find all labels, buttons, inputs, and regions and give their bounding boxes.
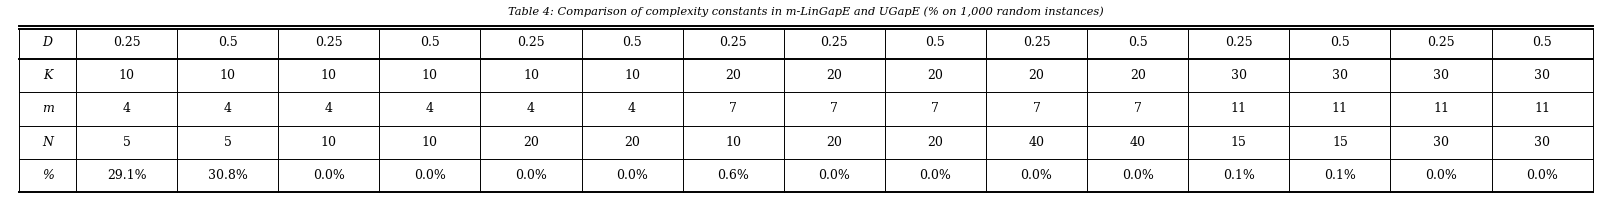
Text: 4: 4 bbox=[426, 102, 434, 115]
Text: 5: 5 bbox=[123, 136, 131, 149]
Text: 0.1%: 0.1% bbox=[1323, 169, 1356, 182]
Text: 30: 30 bbox=[1535, 136, 1551, 149]
Text: 4: 4 bbox=[629, 102, 637, 115]
Text: 10: 10 bbox=[119, 69, 134, 82]
Text: 15: 15 bbox=[1232, 136, 1246, 149]
Text: 7: 7 bbox=[729, 102, 737, 115]
Text: 0.0%: 0.0% bbox=[414, 169, 447, 182]
Text: 0.0%: 0.0% bbox=[819, 169, 850, 182]
Text: m: m bbox=[42, 102, 53, 115]
Text: 40: 40 bbox=[1130, 136, 1146, 149]
Text: 0.6%: 0.6% bbox=[717, 169, 750, 182]
Text: 30: 30 bbox=[1535, 69, 1551, 82]
Text: 20: 20 bbox=[927, 136, 943, 149]
Text: 30: 30 bbox=[1232, 69, 1246, 82]
Text: 0.0%: 0.0% bbox=[1425, 169, 1457, 182]
Text: 10: 10 bbox=[321, 69, 337, 82]
Text: 7: 7 bbox=[830, 102, 838, 115]
Text: 0.0%: 0.0% bbox=[1527, 169, 1559, 182]
Text: 10: 10 bbox=[321, 136, 337, 149]
Text: 20: 20 bbox=[827, 69, 841, 82]
Text: Table 4: Comparison of complexity constants in m-LinGapE and UGapE (% on 1,000 r: Table 4: Comparison of complexity consta… bbox=[508, 6, 1104, 16]
Text: 0.25: 0.25 bbox=[1225, 36, 1253, 49]
Text: 0.5: 0.5 bbox=[218, 36, 237, 49]
Text: 7: 7 bbox=[932, 102, 940, 115]
Text: 30: 30 bbox=[1332, 69, 1348, 82]
Text: 0.5: 0.5 bbox=[1330, 36, 1349, 49]
Text: 30.8%: 30.8% bbox=[208, 169, 248, 182]
Text: 0.25: 0.25 bbox=[314, 36, 343, 49]
Text: 10: 10 bbox=[624, 69, 640, 82]
Text: 0.25: 0.25 bbox=[719, 36, 746, 49]
Text: 11: 11 bbox=[1433, 102, 1449, 115]
Text: 20: 20 bbox=[725, 69, 742, 82]
Text: 10: 10 bbox=[522, 69, 538, 82]
Text: 20: 20 bbox=[522, 136, 538, 149]
Text: 0.0%: 0.0% bbox=[313, 169, 345, 182]
Text: 30: 30 bbox=[1433, 69, 1449, 82]
Text: 11: 11 bbox=[1535, 102, 1551, 115]
Text: 30: 30 bbox=[1433, 136, 1449, 149]
Text: %: % bbox=[42, 169, 53, 182]
Text: 0.0%: 0.0% bbox=[516, 169, 546, 182]
Text: 10: 10 bbox=[422, 136, 438, 149]
Text: 10: 10 bbox=[725, 136, 742, 149]
Text: 0.25: 0.25 bbox=[821, 36, 848, 49]
Text: 0.5: 0.5 bbox=[1128, 36, 1148, 49]
Text: 0.0%: 0.0% bbox=[919, 169, 951, 182]
Text: 0.1%: 0.1% bbox=[1224, 169, 1254, 182]
Text: D: D bbox=[42, 36, 53, 49]
Text: 0.25: 0.25 bbox=[517, 36, 545, 49]
Text: 20: 20 bbox=[927, 69, 943, 82]
Text: 5: 5 bbox=[224, 136, 232, 149]
Text: 7: 7 bbox=[1033, 102, 1040, 115]
Text: 40: 40 bbox=[1028, 136, 1045, 149]
Text: 0.5: 0.5 bbox=[1533, 36, 1552, 49]
Text: 29.1%: 29.1% bbox=[106, 169, 147, 182]
Text: 20: 20 bbox=[1028, 69, 1045, 82]
Text: 20: 20 bbox=[624, 136, 640, 149]
Text: 0.0%: 0.0% bbox=[616, 169, 648, 182]
Text: K: K bbox=[44, 69, 52, 82]
Text: 15: 15 bbox=[1332, 136, 1348, 149]
Text: 20: 20 bbox=[827, 136, 841, 149]
Text: 0.5: 0.5 bbox=[421, 36, 440, 49]
Text: 11: 11 bbox=[1332, 102, 1348, 115]
Text: N: N bbox=[42, 136, 53, 149]
Text: 10: 10 bbox=[219, 69, 235, 82]
Text: 0.0%: 0.0% bbox=[1020, 169, 1053, 182]
Text: 20: 20 bbox=[1130, 69, 1146, 82]
Text: 10: 10 bbox=[422, 69, 438, 82]
Text: 7: 7 bbox=[1133, 102, 1141, 115]
Text: 11: 11 bbox=[1232, 102, 1246, 115]
Text: 4: 4 bbox=[123, 102, 131, 115]
Text: 0.5: 0.5 bbox=[925, 36, 945, 49]
Text: 4: 4 bbox=[527, 102, 535, 115]
Text: 4: 4 bbox=[324, 102, 332, 115]
Text: 0.25: 0.25 bbox=[113, 36, 140, 49]
Text: 4: 4 bbox=[224, 102, 232, 115]
Text: 0.25: 0.25 bbox=[1022, 36, 1051, 49]
Text: 0.5: 0.5 bbox=[622, 36, 642, 49]
Text: 0.0%: 0.0% bbox=[1122, 169, 1154, 182]
Text: 0.25: 0.25 bbox=[1427, 36, 1454, 49]
